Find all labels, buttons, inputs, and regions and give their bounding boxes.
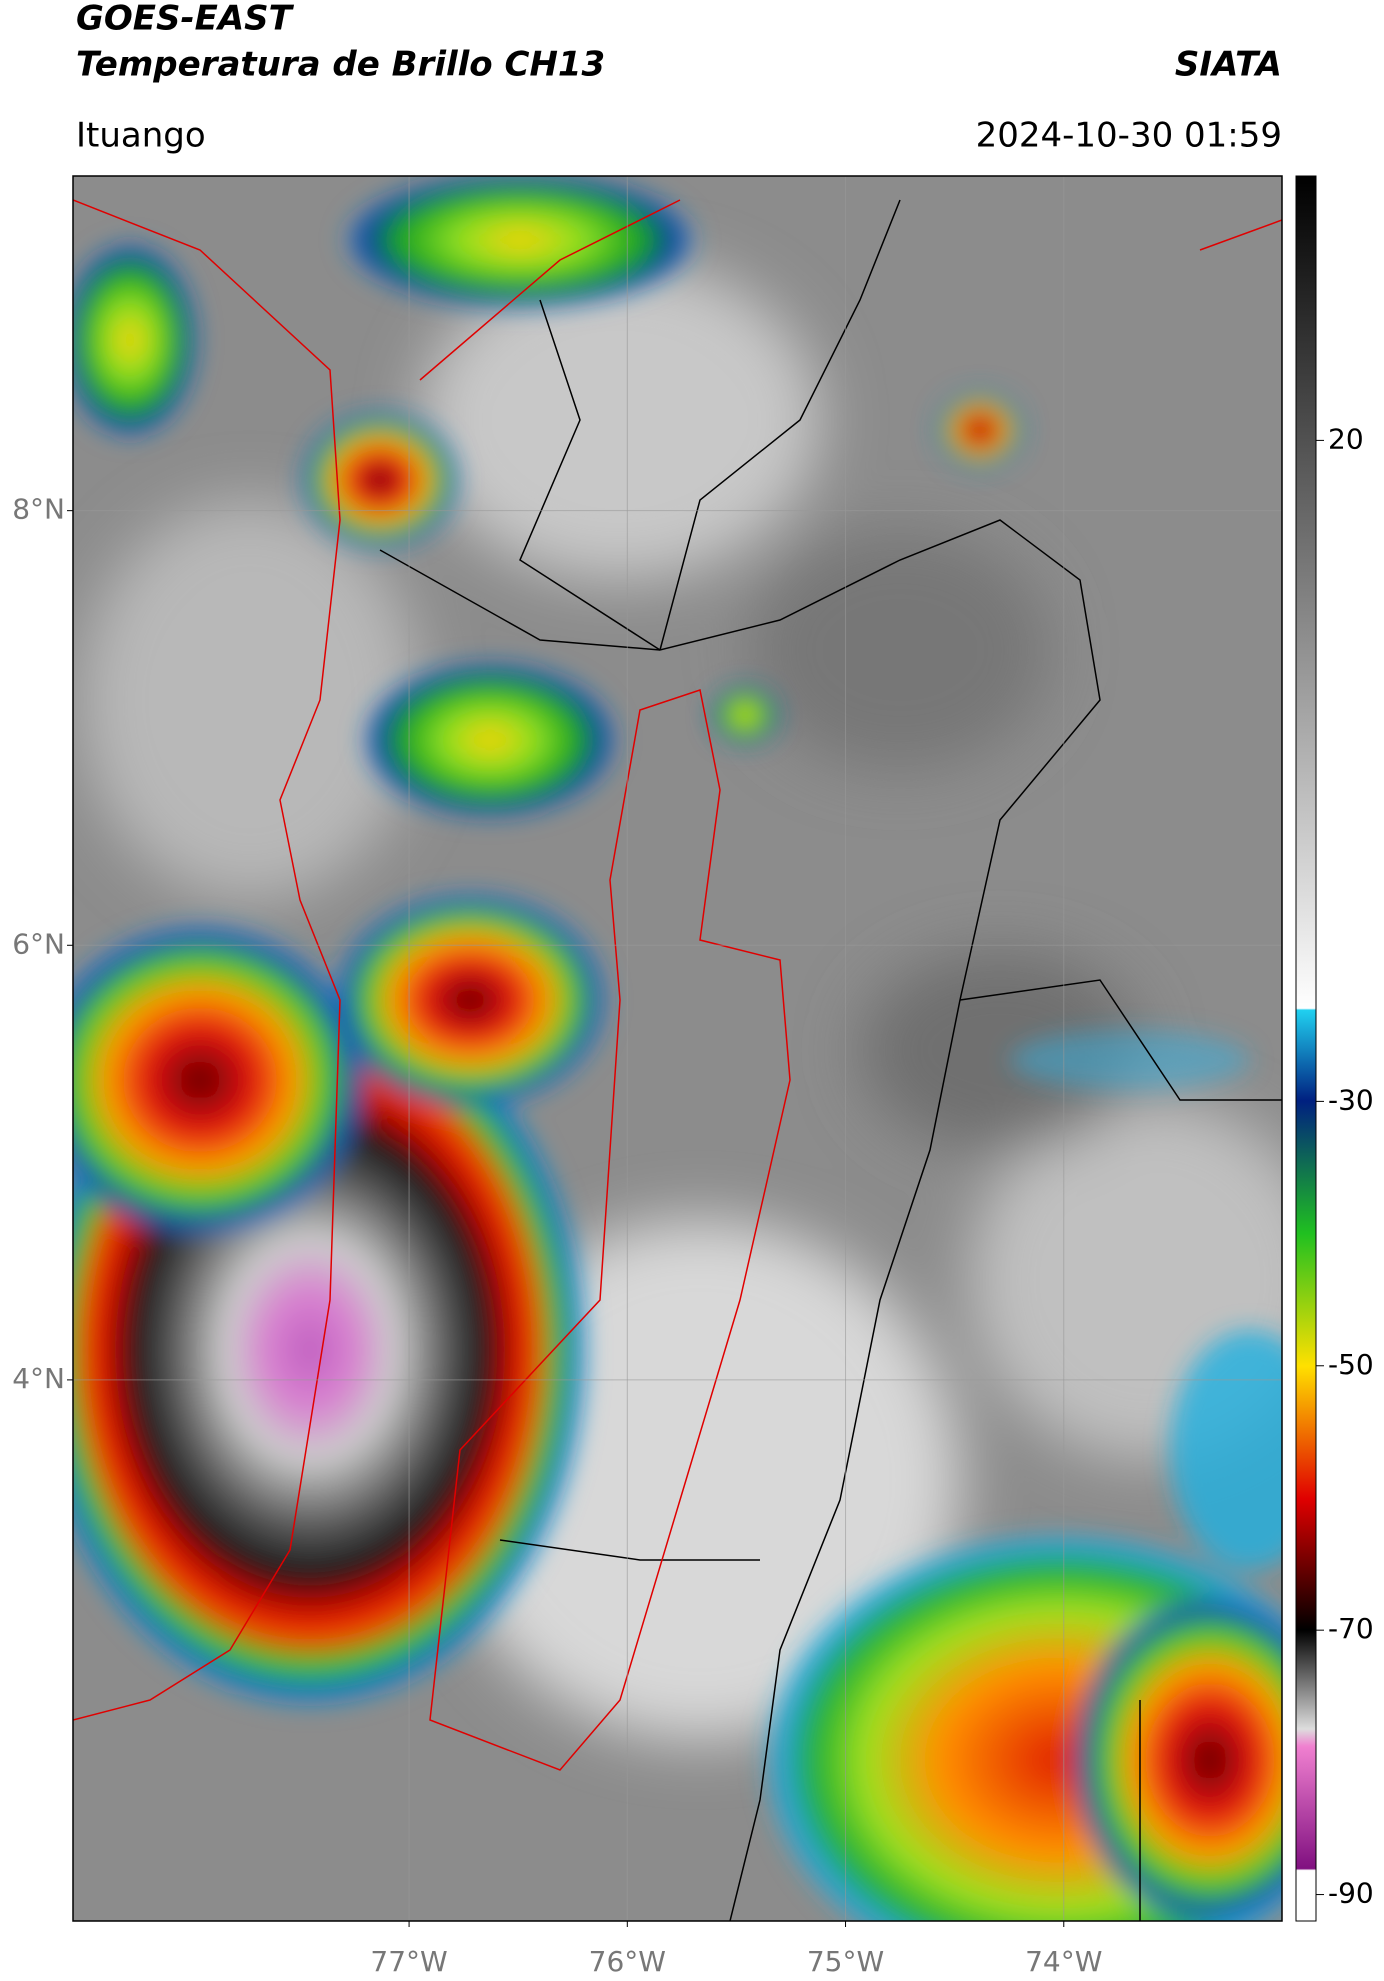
y-tick-label: 4°N [12,1362,65,1395]
y-tick-label: 8°N [12,493,65,526]
map-frame [72,175,1283,1922]
x-tick-label: 77°W [370,1945,447,1978]
title: GOES-EAST [76,0,295,39]
colorbar-tick-label: -70 [1328,1612,1374,1645]
x-tick-label: 75°W [807,1945,884,1978]
colorbar-tick-label: -50 [1328,1348,1374,1381]
organization: SIATA [1175,45,1282,85]
datetime: 2024-10-30 01:59 [976,116,1282,156]
location: Ituango [76,116,206,156]
boundaries [73,199,1282,1771]
colorbar-tick-label: 20 [1328,422,1364,455]
borders [379,199,1282,1921]
colorbar-tick-label: -90 [1328,1877,1374,1910]
subtitle: Temperatura de Brillo CH13 [76,45,605,85]
x-tick-label: 76°W [589,1945,666,1978]
satellite-image [73,176,1282,1921]
graticule [73,176,1282,1921]
colorbar [1295,175,1317,1922]
colorbar-tick-label: -30 [1328,1083,1374,1116]
y-tick-label: 6°N [12,927,65,960]
x-tick-label: 74°W [1025,1945,1102,1978]
